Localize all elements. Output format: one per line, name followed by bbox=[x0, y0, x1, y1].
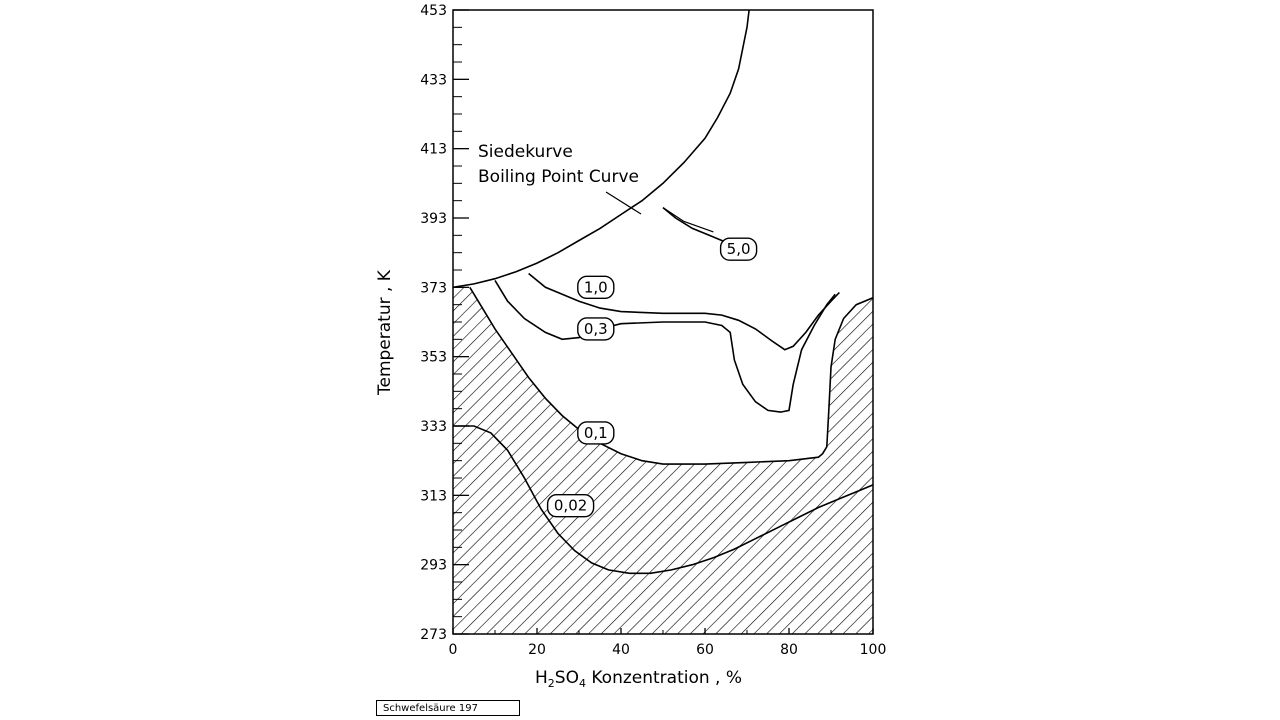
y-tick-label: 273 bbox=[420, 627, 447, 643]
x-axis-title-h: H bbox=[535, 668, 548, 688]
curve-label-1-0: 1,0 bbox=[584, 278, 608, 296]
curve-label-0-1: 0,1 bbox=[584, 424, 608, 442]
x-tick-label: 100 bbox=[860, 642, 887, 658]
curve-label-layer: 5,0 1,0 0,3 0,1 0,02 bbox=[546, 207, 758, 518]
figure-caption: Schwefelsäure 197 bbox=[376, 700, 520, 716]
x-axis-title-rest: Konzentration , % bbox=[586, 668, 742, 688]
y-tick-label: 373 bbox=[420, 280, 447, 296]
curve-label-box bbox=[577, 421, 615, 445]
x-axis-title-sub-4: 4 bbox=[579, 677, 586, 690]
curve-label-box bbox=[719, 237, 758, 261]
curve-label-0-3: 0,3 bbox=[584, 320, 608, 338]
hatched-region bbox=[453, 287, 873, 634]
y-tick-label: 433 bbox=[420, 72, 447, 88]
x-tick-label: 80 bbox=[780, 642, 798, 658]
y-tick-label: 313 bbox=[420, 488, 447, 504]
annotation-leader-line bbox=[605, 191, 642, 215]
y-tick-label: 393 bbox=[420, 211, 447, 227]
curve-label-box bbox=[577, 275, 615, 300]
boiling-point-curve bbox=[453, 10, 750, 289]
x-tick-label: 40 bbox=[612, 642, 630, 658]
series-line-0-1 bbox=[469, 286, 873, 465]
series-line-0-3 bbox=[494, 279, 836, 413]
series-line-0-02 bbox=[453, 425, 873, 575]
y-axis-title: Temperatur , K bbox=[375, 269, 395, 396]
curve-label-5-0: 5,0 bbox=[727, 240, 751, 258]
x-axis-title: H2SO4 Konzentration , % bbox=[535, 668, 742, 690]
y-tick-label: 333 bbox=[420, 419, 447, 435]
tick-layer: 273 293 313 333 353 373 393 413 433 453 0 20 40 60 80 1… bbox=[420, 3, 886, 658]
x-tick-label: 60 bbox=[696, 642, 714, 658]
y-tick-label: 453 bbox=[420, 3, 447, 19]
annotation-siedekurve: Siedekurve bbox=[478, 142, 573, 162]
label-leader-line bbox=[662, 207, 714, 233]
series-line-5-0 bbox=[662, 206, 727, 244]
y-tick-label: 413 bbox=[420, 142, 447, 158]
curve-label-box bbox=[577, 317, 615, 341]
curve-layer bbox=[453, 10, 873, 575]
x-tick-label: 0 bbox=[449, 642, 458, 658]
curve-label-box bbox=[546, 494, 595, 518]
x-axis-title-sub-2: 2 bbox=[548, 677, 555, 690]
y-tick-label: 293 bbox=[420, 558, 447, 574]
y-tick-label: 353 bbox=[420, 350, 447, 366]
curve-label-0-02: 0,02 bbox=[554, 497, 587, 515]
x-axis-title-so: SO bbox=[555, 668, 579, 688]
hatched-region-layer bbox=[453, 287, 873, 634]
annotation-boiling-point-curve: Boiling Point Curve bbox=[478, 167, 639, 187]
x-tick-label: 20 bbox=[528, 642, 546, 658]
series-line-1-0 bbox=[528, 272, 840, 351]
